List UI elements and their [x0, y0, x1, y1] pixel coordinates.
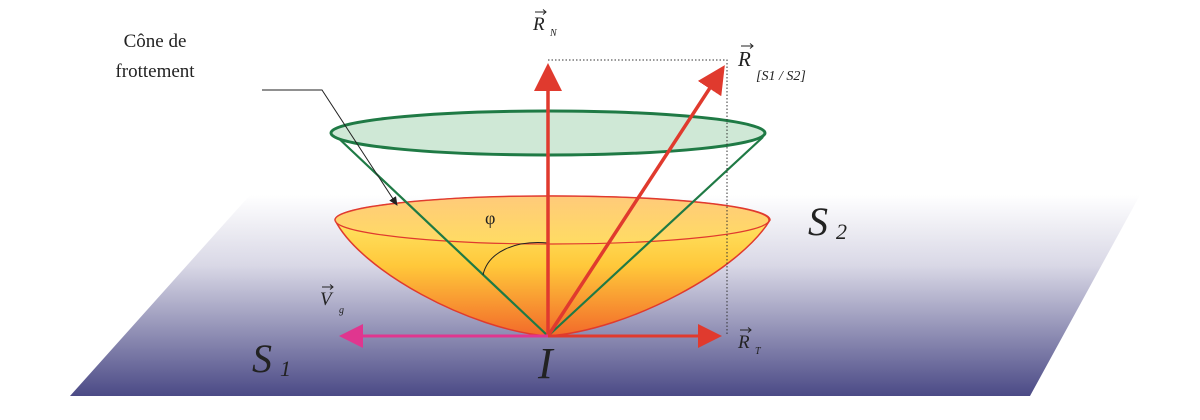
cone-label-line2: frottement [115, 61, 195, 82]
vector-arrow-icon [740, 327, 752, 333]
cone-label-leader [262, 89, 398, 206]
resultant-force-label: R [S1 / S2] [737, 43, 806, 84]
svg-text:S: S [252, 336, 272, 381]
contact-point-label: I [537, 339, 555, 388]
angle-label: φ [485, 208, 495, 228]
svg-text:V: V [320, 289, 334, 310]
svg-text:R: R [532, 14, 545, 35]
cone-line-right [547, 136, 764, 337]
vector-arrow-icon [535, 9, 547, 15]
resultant-force-subscript: [S1 / S2] [756, 69, 806, 84]
projection-lines [548, 59, 728, 336]
vector-arrow-icon [322, 284, 334, 290]
cone-line-left [332, 132, 549, 337]
cone-label-line1: Cône de [124, 31, 187, 52]
svg-text:g: g [339, 305, 344, 316]
angle-arc [482, 242, 549, 276]
solid-s2-top [334, 195, 770, 245]
vector-arrow-icon [741, 43, 754, 49]
solid-s2-label: S 2 [808, 199, 847, 244]
sliding-velocity-label: V g [320, 284, 344, 316]
svg-text:1: 1 [280, 356, 291, 381]
resultant-force-arrow [546, 65, 725, 337]
tangential-force-label: R T [737, 327, 762, 357]
svg-text:R: R [737, 47, 751, 71]
solid-s1-label: S 1 [252, 336, 291, 381]
normal-force-label: R N [532, 9, 558, 39]
svg-text:S: S [808, 199, 828, 244]
svg-text:R: R [737, 332, 750, 353]
svg-text:N: N [549, 28, 558, 39]
svg-text:2: 2 [836, 219, 847, 244]
svg-text:T: T [755, 346, 762, 357]
